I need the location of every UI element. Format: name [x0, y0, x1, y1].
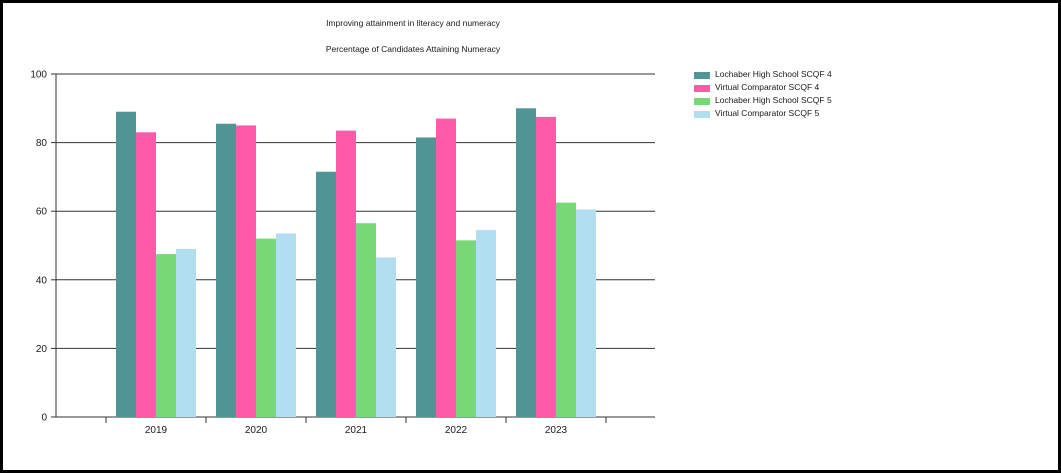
bar: [376, 257, 396, 417]
bar: [176, 248, 196, 417]
bar: [256, 238, 276, 417]
chart-title: Improving attainment in literacy and num…: [326, 18, 500, 28]
bar: [516, 108, 536, 418]
legend-item: Lochaber High School SCQF 4: [694, 70, 844, 81]
bar: [136, 132, 156, 417]
bar: [216, 123, 236, 418]
legend-label: Virtual Comparator SCQF 4: [715, 82, 820, 92]
legend-item: Virtual Comparator SCQF 4: [694, 83, 844, 94]
y-tick-label: 20: [36, 344, 48, 355]
bar: [156, 254, 176, 417]
chart-subtitle: Percentage of Candidates Attaining Numer…: [325, 44, 501, 54]
y-tick-label: 100: [30, 70, 47, 81]
y-tick-label: 60: [36, 207, 48, 218]
legend-swatch: [694, 72, 710, 79]
legend-swatch: [694, 85, 710, 92]
x-tick-label: 2023: [545, 425, 568, 436]
legend-item: Lochaber High School SCQF 5: [694, 96, 844, 107]
bar: [316, 171, 336, 417]
bar: [416, 137, 436, 417]
legend-label: Lochaber High School SCQF 4: [715, 69, 832, 79]
y-tick-label: 40: [36, 275, 48, 286]
bar: [436, 118, 456, 417]
chart-legend: Lochaber High School SCQF 4 Virtual Compa…: [694, 70, 844, 122]
legend-label: Virtual Comparator SCQF 5: [715, 108, 820, 118]
bar: [536, 116, 556, 417]
legend-swatch: [694, 111, 710, 118]
bar: [336, 130, 356, 417]
x-tick-label: 2021: [345, 425, 368, 436]
bar: [116, 111, 136, 417]
bar: [236, 125, 256, 417]
legend-item: Virtual Comparator SCQF 5: [694, 109, 844, 120]
y-tick-label: 0: [41, 413, 47, 424]
legend-label: Lochaber High School SCQF 5: [715, 95, 832, 105]
bar: [476, 230, 496, 417]
bar: [456, 240, 476, 417]
bar: [276, 233, 296, 417]
x-tick-label: 2020: [245, 425, 268, 436]
bar: [576, 209, 596, 417]
x-tick-label: 2019: [145, 425, 168, 436]
x-tick-label: 2022: [445, 425, 468, 436]
legend-swatch: [694, 98, 710, 105]
y-tick-label: 80: [36, 138, 48, 149]
bar: [356, 223, 376, 417]
bar: [556, 202, 576, 417]
